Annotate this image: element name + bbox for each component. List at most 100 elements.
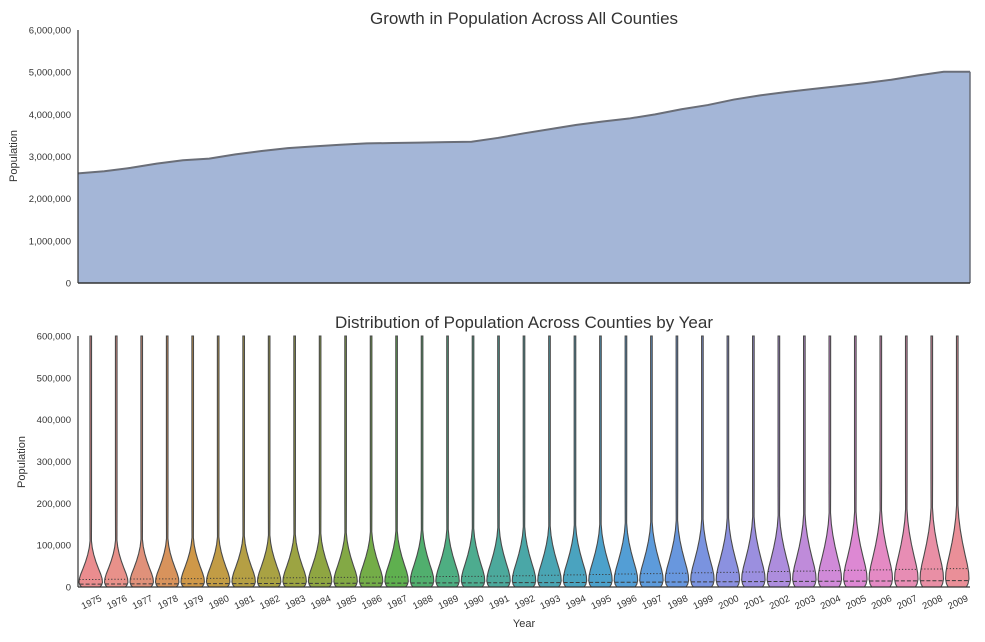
violin-body-1984 xyxy=(307,335,333,588)
violin-body-1989 xyxy=(435,335,460,588)
violin-x-tick-label: 1989 xyxy=(437,593,461,612)
violin-x-tick-label: 1994 xyxy=(564,593,588,612)
violin-body-2007 xyxy=(894,335,919,588)
violin-1986 xyxy=(358,335,384,588)
violin-x-tick-label: 1985 xyxy=(335,593,359,612)
violin-1977 xyxy=(129,335,154,588)
violin-body-1979 xyxy=(180,335,205,588)
violin-x-tick-label: 1991 xyxy=(488,593,512,612)
violin-x-tick-label: 1981 xyxy=(233,593,257,612)
violin-body-1985 xyxy=(333,335,358,588)
violin-body-1975 xyxy=(78,335,104,588)
violin-1983 xyxy=(282,335,307,588)
violin-body-1980 xyxy=(205,335,231,588)
violin-x-tick-label: 2007 xyxy=(895,593,919,612)
area-y-tick-label: 6,000,000 xyxy=(29,26,71,37)
violins xyxy=(78,335,970,588)
violin-x-tick-label: 1993 xyxy=(539,593,563,612)
violin-1978 xyxy=(154,335,180,588)
violin-body-2002 xyxy=(766,335,792,588)
violin-x-tick-label: 1999 xyxy=(691,593,715,612)
violin-x-tick-label: 1997 xyxy=(640,593,664,612)
violin-2005 xyxy=(843,335,868,588)
violin-x-tick-label: 1978 xyxy=(156,593,180,612)
area-fill xyxy=(78,71,970,283)
violin-body-2008 xyxy=(919,335,945,588)
violin-x-tick-label: 1995 xyxy=(589,593,613,612)
violin-x-tick-label: 1998 xyxy=(666,593,690,612)
violin-body-2003 xyxy=(792,335,817,588)
violin-1999 xyxy=(690,335,715,588)
violin-x-tick-label: 1988 xyxy=(411,593,435,612)
area-y-tick-label: 1,000,000 xyxy=(29,236,71,247)
violin-x-tick-label: 2003 xyxy=(793,593,817,612)
violin-x-tick-label: 2002 xyxy=(768,593,792,612)
violin-y-tick-label: 200,000 xyxy=(37,499,71,510)
violin-y-tick-label: 300,000 xyxy=(37,457,71,468)
violin-x-tick-label: 1982 xyxy=(258,593,282,612)
violin-1992 xyxy=(511,335,537,588)
violin-body-2001 xyxy=(741,335,766,588)
violin-y-tick-label: 0 xyxy=(66,583,71,594)
violin-body-1994 xyxy=(562,335,588,588)
violin-x-tick-label: 2009 xyxy=(946,593,970,612)
violin-body-2005 xyxy=(843,335,868,588)
area-y-tick-label: 2,000,000 xyxy=(29,194,71,205)
area-y-tick-label: 3,000,000 xyxy=(29,152,71,163)
violin-2007 xyxy=(894,335,919,588)
violin-x-tick-label: 2006 xyxy=(870,593,894,612)
violin-body-1983 xyxy=(282,335,307,588)
violin-body-2000 xyxy=(715,335,741,588)
violin-chart-xlabel: Year xyxy=(513,618,536,630)
violin-x-tick-label: 1990 xyxy=(462,593,486,612)
violin-chart-panel: Distribution of Population Across Counti… xyxy=(16,313,970,630)
violin-x-tick-label: 1986 xyxy=(360,593,384,612)
area-data-points xyxy=(969,71,971,283)
violin-1991 xyxy=(486,335,511,588)
violin-x-tick-label: 1992 xyxy=(513,593,537,612)
violin-1981 xyxy=(231,335,256,588)
violin-x-tick-label: 1984 xyxy=(309,593,333,612)
violin-2006 xyxy=(868,335,894,588)
violin-x-tick-label: 1983 xyxy=(284,593,308,612)
violin-x-tick-label: 2000 xyxy=(717,593,741,612)
violin-body-1997 xyxy=(639,335,664,588)
violin-1998 xyxy=(664,335,690,588)
area-y-tick-label: 0 xyxy=(66,279,71,290)
violin-x-tick-label: 1996 xyxy=(615,593,639,612)
violin-chart-ylabel: Population xyxy=(16,436,28,488)
violin-2004 xyxy=(817,335,843,588)
violin-x-tick-label: 1987 xyxy=(386,593,410,612)
violin-1979 xyxy=(180,335,205,588)
area-chart-panel: Growth in Population Across All Counties… xyxy=(8,9,971,290)
violin-1994 xyxy=(562,335,588,588)
violin-chart-y-ticks: 0 100,000 200,000 300,000 400,000 500,000 600,… xyxy=(37,332,71,594)
violin-2003 xyxy=(792,335,817,588)
violin-y-tick-label: 100,000 xyxy=(37,541,71,552)
violin-body-1982 xyxy=(256,335,282,588)
area-chart-ylabel: Population xyxy=(8,130,20,182)
violin-x-tick-label: 1977 xyxy=(131,593,155,612)
violin-1996 xyxy=(613,335,639,588)
violin-x-tick-label: 2001 xyxy=(742,593,766,612)
violin-x-tick-label: 1979 xyxy=(182,593,206,612)
violin-x-tick-label: 2004 xyxy=(819,593,843,612)
violin-body-1995 xyxy=(588,335,613,588)
violin-x-tick-label: 1976 xyxy=(105,593,129,612)
violin-1997 xyxy=(639,335,664,588)
violin-2009 xyxy=(944,335,970,588)
violin-body-1988 xyxy=(409,335,435,588)
violin-body-1981 xyxy=(231,335,256,588)
violin-body-1976 xyxy=(103,335,129,588)
violin-chart-x-ticks: 1975 1976 1977 1978 1979 1980 1981 1982 1983 1984… xyxy=(80,593,970,612)
area-chart-y-ticks: 0 1,000,000 2,000,000 3,000,000 4,000,000 5,0… xyxy=(29,26,71,290)
violin-2001 xyxy=(741,335,766,588)
violin-body-1999 xyxy=(690,335,715,588)
violin-body-1986 xyxy=(358,335,384,588)
violin-1984 xyxy=(307,335,333,588)
violin-body-1987 xyxy=(384,335,409,588)
violin-body-1978 xyxy=(154,335,180,588)
violin-y-tick-label: 500,000 xyxy=(37,373,71,384)
violin-1988 xyxy=(409,335,435,588)
